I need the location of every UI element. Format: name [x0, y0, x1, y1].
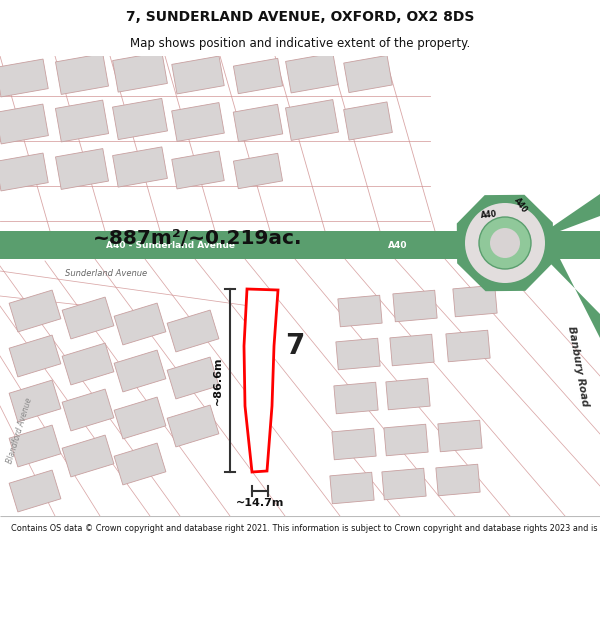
Polygon shape	[172, 151, 224, 189]
Text: 7: 7	[286, 332, 305, 360]
Polygon shape	[330, 472, 374, 504]
Text: Blandford Avenue: Blandford Avenue	[6, 397, 34, 465]
Polygon shape	[244, 289, 278, 472]
Polygon shape	[286, 53, 338, 93]
Polygon shape	[113, 98, 167, 139]
Polygon shape	[55, 54, 109, 94]
Polygon shape	[167, 405, 219, 447]
Text: ~86.6m: ~86.6m	[213, 357, 223, 405]
Polygon shape	[233, 104, 283, 142]
Polygon shape	[382, 468, 426, 500]
Bar	[548, 231, 600, 259]
Polygon shape	[62, 343, 114, 385]
Polygon shape	[338, 295, 382, 327]
Polygon shape	[393, 290, 437, 322]
Polygon shape	[113, 52, 167, 92]
Polygon shape	[55, 100, 109, 142]
Circle shape	[490, 228, 520, 258]
Polygon shape	[114, 303, 166, 345]
Polygon shape	[9, 290, 61, 332]
Polygon shape	[62, 389, 114, 431]
Polygon shape	[9, 335, 61, 377]
Text: Banbury Road: Banbury Road	[566, 325, 590, 407]
Text: Map shows position and indicative extent of the property.: Map shows position and indicative extent…	[130, 37, 470, 50]
Polygon shape	[438, 420, 482, 452]
Text: A40: A40	[388, 241, 408, 249]
Polygon shape	[172, 102, 224, 141]
Polygon shape	[344, 56, 392, 92]
Polygon shape	[9, 380, 61, 422]
Polygon shape	[62, 297, 114, 339]
Text: ~887m²/~0.219ac.: ~887m²/~0.219ac.	[93, 229, 303, 249]
Text: 7, SUNDERLAND AVENUE, OXFORD, OX2 8DS: 7, SUNDERLAND AVENUE, OXFORD, OX2 8DS	[126, 10, 474, 24]
Polygon shape	[436, 464, 480, 496]
Polygon shape	[332, 428, 376, 460]
Polygon shape	[55, 149, 109, 189]
Polygon shape	[167, 310, 219, 352]
Polygon shape	[336, 338, 380, 370]
Text: Contains OS data © Crown copyright and database right 2021. This information is : Contains OS data © Crown copyright and d…	[11, 524, 600, 532]
Polygon shape	[453, 285, 497, 317]
Text: ~14.7m: ~14.7m	[236, 498, 284, 508]
Polygon shape	[233, 58, 283, 94]
Polygon shape	[457, 195, 553, 291]
Polygon shape	[546, 194, 600, 231]
Polygon shape	[0, 153, 48, 191]
Polygon shape	[172, 56, 224, 94]
Polygon shape	[390, 334, 434, 366]
Polygon shape	[0, 104, 49, 144]
Polygon shape	[167, 357, 219, 399]
Polygon shape	[344, 102, 392, 140]
Polygon shape	[446, 330, 490, 362]
Polygon shape	[62, 435, 114, 477]
Text: A40: A40	[481, 210, 497, 220]
Polygon shape	[384, 424, 428, 456]
Polygon shape	[286, 99, 338, 141]
Text: A40 - Sunderland Avenue: A40 - Sunderland Avenue	[106, 241, 235, 249]
Text: Sunderland Avenue: Sunderland Avenue	[65, 269, 147, 279]
Polygon shape	[9, 470, 61, 512]
Polygon shape	[233, 153, 283, 189]
Circle shape	[479, 217, 531, 269]
Bar	[455, 231, 515, 259]
Polygon shape	[546, 259, 600, 338]
Bar	[0, 231, 458, 259]
Text: A40: A40	[512, 196, 529, 214]
Polygon shape	[114, 443, 166, 485]
Polygon shape	[114, 397, 166, 439]
Polygon shape	[114, 350, 166, 392]
Polygon shape	[9, 425, 61, 467]
Polygon shape	[334, 382, 378, 414]
Circle shape	[465, 203, 545, 283]
Polygon shape	[0, 59, 48, 97]
Polygon shape	[386, 378, 430, 410]
Polygon shape	[113, 147, 167, 187]
